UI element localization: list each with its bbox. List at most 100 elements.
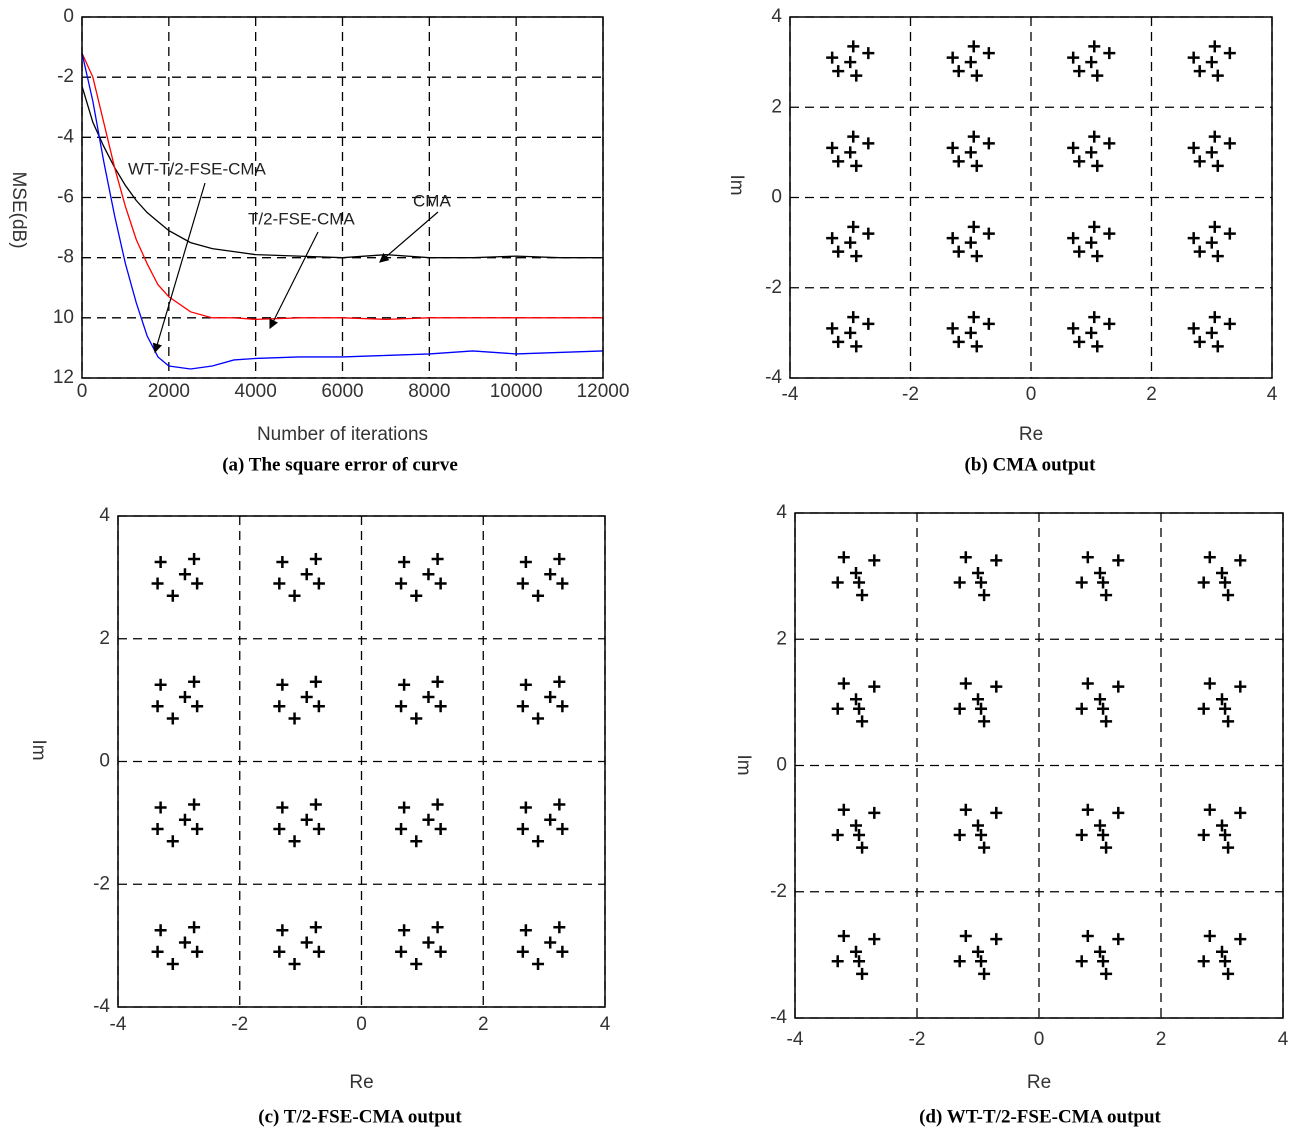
scatter-point: [1075, 702, 1088, 715]
scatter-point: [853, 955, 866, 968]
scatter-point: [1193, 245, 1206, 258]
scatter-point: [434, 700, 447, 713]
scatter-point: [831, 828, 844, 841]
series-line: [81, 86, 603, 259]
scatter-point: [826, 51, 839, 64]
scatter-point: [1100, 841, 1113, 854]
scatter-point: [1094, 945, 1106, 958]
scatter-point: [553, 798, 566, 811]
scatter-point: [978, 967, 991, 980]
scatter-point: [1100, 715, 1113, 728]
scatter-point: [556, 823, 569, 836]
scatter-point: [1222, 841, 1235, 854]
scatter-point: [276, 801, 289, 814]
scatter-point: [1088, 311, 1101, 324]
scatter-point: [990, 680, 1003, 693]
scatter-point: [1216, 945, 1228, 958]
scatter-point: [544, 813, 557, 826]
scatter-point: [1197, 828, 1210, 841]
y-tick-label: -2: [93, 873, 110, 894]
scatter-point: [398, 924, 411, 937]
scatter-point: [166, 589, 179, 602]
scatter-point: [990, 554, 1003, 567]
scatter-point: [975, 828, 988, 841]
y-tick-label: 2: [99, 628, 110, 649]
x-tick-label: -2: [902, 384, 919, 405]
scatter-point: [844, 326, 857, 339]
scatter-point: [300, 691, 313, 704]
scatter-point: [431, 798, 444, 811]
caption: (d) WT-T/2-FSE-CMA output: [919, 1106, 1161, 1127]
scatter-point: [1073, 335, 1086, 348]
scatter-point: [154, 801, 167, 814]
scatter-point: [553, 552, 566, 565]
scatter-point: [154, 924, 167, 937]
x-tick-label: 2000: [148, 381, 190, 402]
scatter-point: [967, 130, 980, 143]
scatter-point: [946, 51, 959, 64]
y-tick-label: 0: [771, 187, 782, 208]
scatter-point: [1091, 159, 1104, 172]
y-tick-label: 10: [53, 307, 74, 328]
x-tick-label: 4: [1267, 384, 1278, 405]
x-tick-label: -4: [782, 384, 799, 405]
scatter-point: [1103, 227, 1116, 240]
scatter-point: [826, 232, 839, 245]
scatter-point: [431, 675, 444, 688]
caption: (b) CMA output: [965, 454, 1097, 475]
scatter-point: [972, 693, 984, 706]
y-tick-label: -2: [770, 881, 787, 902]
scatter-point: [1219, 576, 1232, 589]
scatter-point: [978, 841, 991, 854]
scatter-point: [1103, 137, 1116, 150]
scatter-point: [1211, 159, 1224, 172]
x-tick-label: 4: [1278, 1029, 1289, 1050]
scatter-point: [1216, 819, 1228, 832]
scatter-point: [978, 715, 991, 728]
scatter-point: [946, 141, 959, 154]
scatter-point: [868, 680, 881, 693]
scatter-point: [1085, 56, 1098, 69]
scatter-point: [1223, 137, 1236, 150]
scatter-point: [970, 250, 983, 263]
x-axis-label: Re: [1027, 1072, 1051, 1093]
scatter-point: [1205, 236, 1218, 249]
y-tick-label: 4: [771, 6, 782, 27]
scatter-point: [953, 828, 966, 841]
scatter-point: [410, 712, 423, 725]
scatter-point: [1205, 56, 1218, 69]
scatter-point: [422, 568, 435, 581]
scatter-point: [853, 702, 866, 715]
scatter-point: [410, 589, 423, 602]
scatter-point: [1085, 146, 1098, 159]
scatter-point: [970, 340, 983, 353]
x-tick-label: -4: [787, 1029, 804, 1050]
scatter-point: [1097, 955, 1110, 968]
scatter-point: [178, 936, 191, 949]
scatter-point: [309, 552, 322, 565]
scatter-point: [519, 801, 532, 814]
y-tick-label: -8: [57, 247, 74, 268]
scatter-point: [422, 813, 435, 826]
annotation-arrow: [152, 182, 206, 354]
scatter-point: [1216, 566, 1228, 579]
scatter-point: [288, 958, 301, 971]
scatter-point: [831, 702, 844, 715]
scatter-point: [1208, 220, 1221, 233]
scatter-point: [868, 554, 881, 567]
scatter-point: [288, 835, 301, 848]
scatter-point: [1197, 576, 1210, 589]
scatter-point: [1103, 47, 1116, 60]
scatter-point: [519, 678, 532, 691]
scatter-point: [850, 566, 862, 579]
scatter-point: [856, 715, 869, 728]
scatter-point: [300, 813, 313, 826]
scatter-point: [1073, 245, 1086, 258]
scatter-point: [1222, 589, 1235, 602]
x-tick-label: 8000: [408, 381, 450, 402]
scatter-point: [1081, 803, 1094, 816]
scatter-point: [952, 335, 965, 348]
scatter-point: [972, 819, 984, 832]
scatter-point: [982, 227, 995, 240]
scatter-point: [856, 967, 869, 980]
